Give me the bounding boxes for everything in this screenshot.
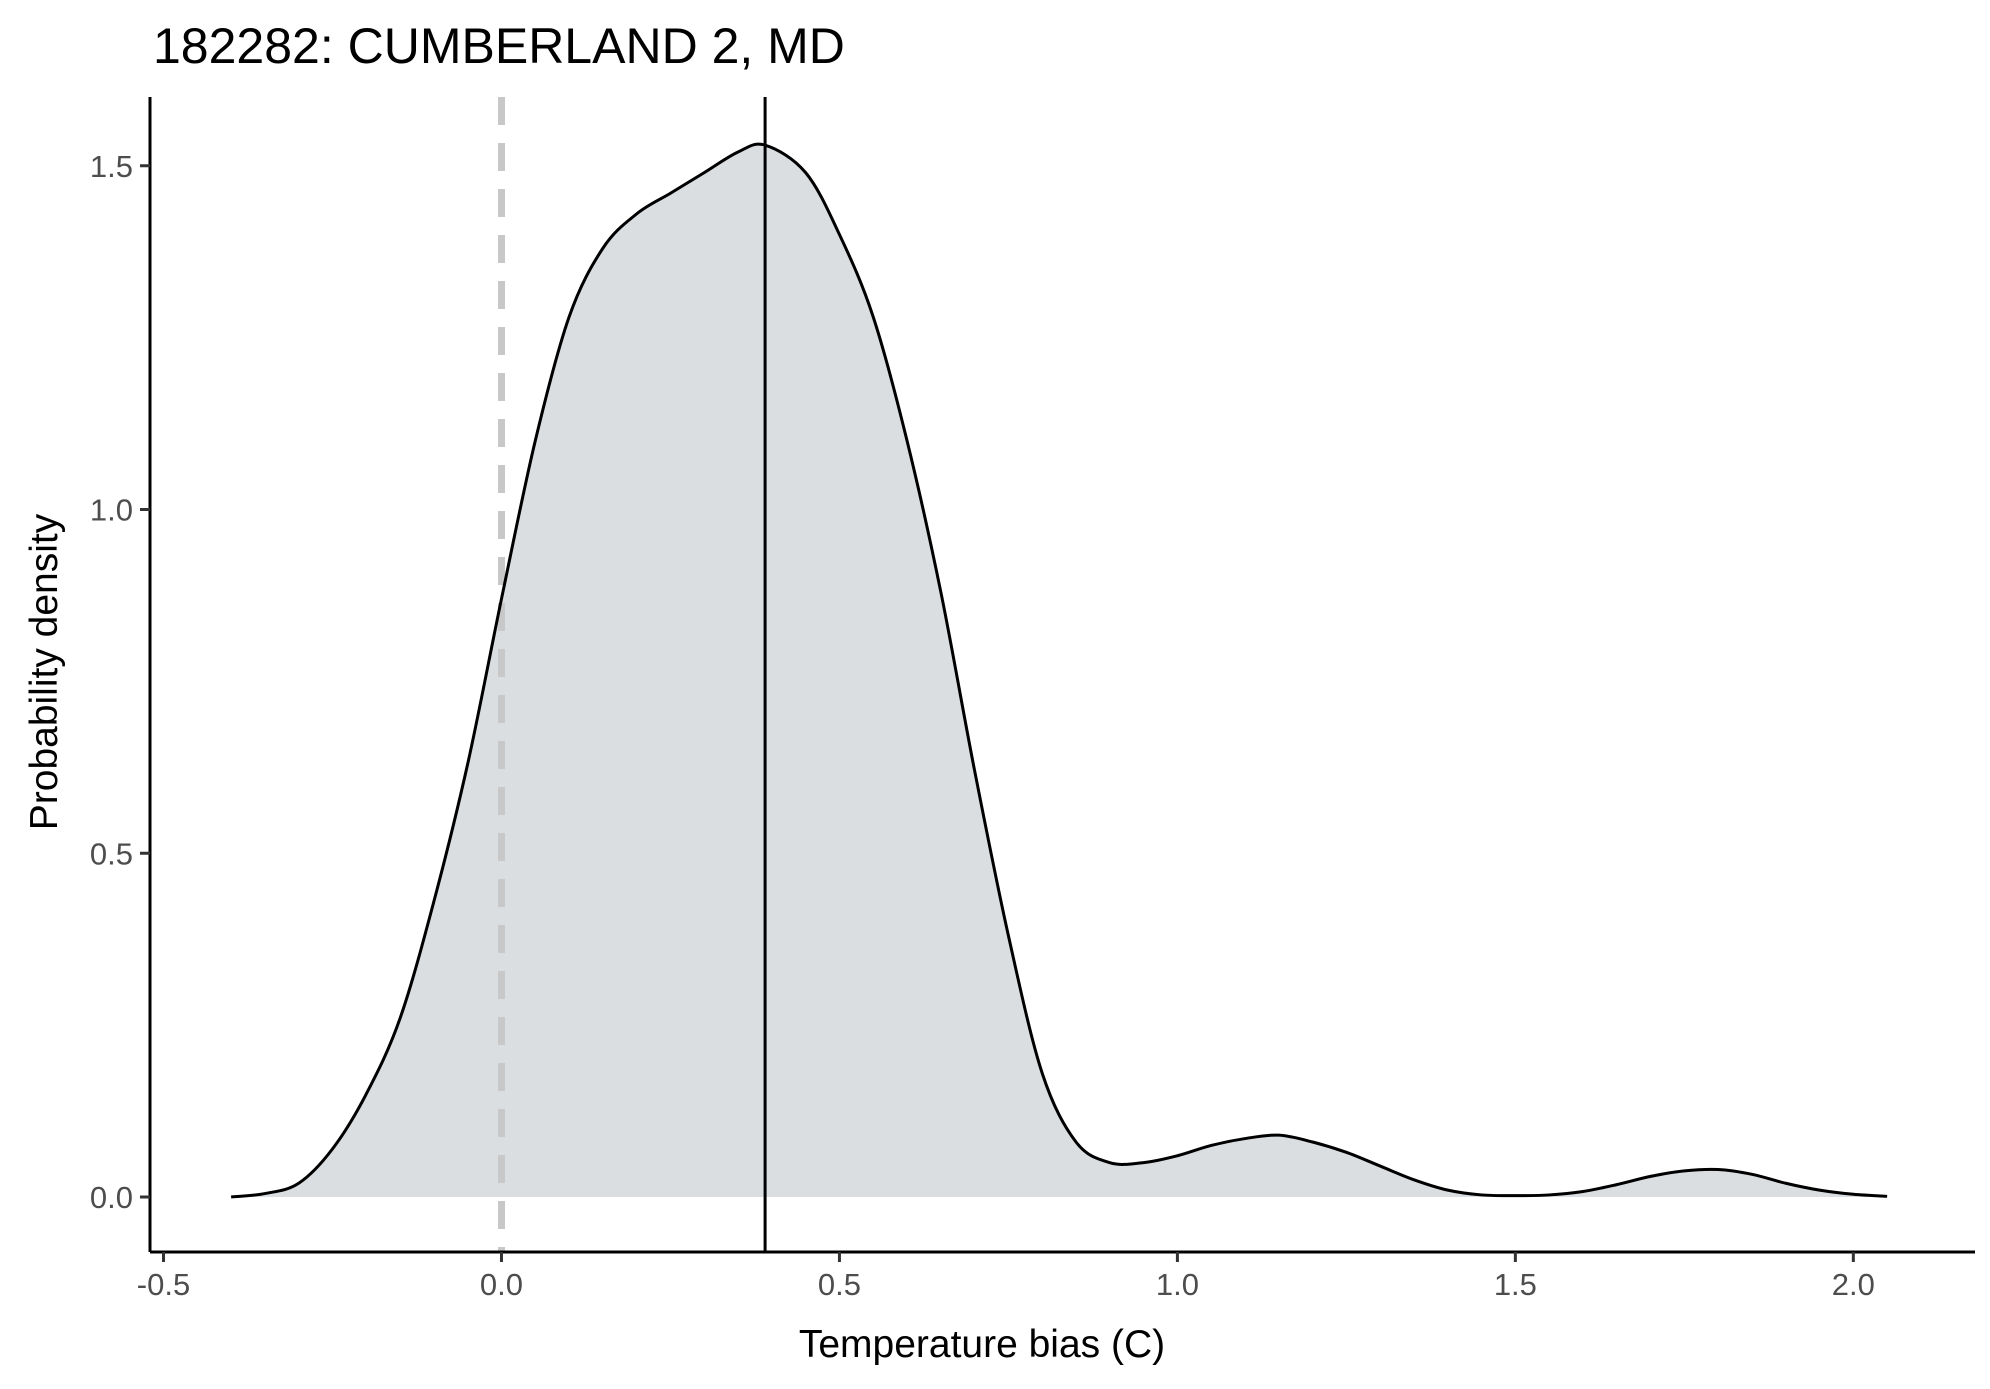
density-curve [230,142,1888,1199]
y-tick-label: 0.5 [90,836,133,871]
plot-area: -0.5 0.0 0.5 1.0 1.5 2.0 0.0 0.5 1.0 1.5 [90,97,1975,1302]
x-tick-label: -0.5 [137,1267,190,1302]
x-axis-title: Temperature bias (C) [799,1323,1165,1366]
x-tick-label: 0.5 [818,1267,861,1302]
y-tick-label: 1.0 [90,493,133,528]
x-tick-label: 2.0 [1832,1267,1875,1302]
density-area-fill [231,144,1888,1198]
chart-title: 182282: CUMBERLAND 2, MD [153,18,845,74]
y-tick-label: 0.0 [90,1180,133,1215]
x-tick-label: 1.5 [1494,1267,1537,1302]
y-tick-label: 1.5 [90,149,133,184]
x-tick-label: 0.0 [480,1267,523,1302]
y-axis-title: Probability density [23,513,66,830]
x-tick-label: 1.0 [1156,1267,1199,1302]
